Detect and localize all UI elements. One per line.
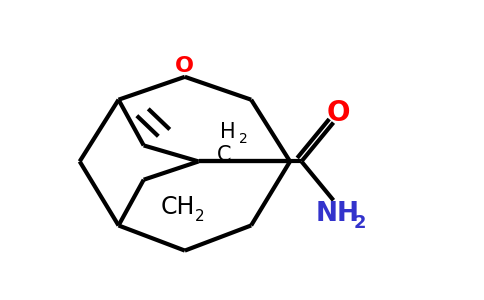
Text: NH: NH bbox=[316, 201, 360, 227]
Text: H: H bbox=[221, 122, 236, 142]
Text: CH: CH bbox=[161, 195, 195, 219]
Text: 2: 2 bbox=[239, 133, 248, 146]
Text: O: O bbox=[326, 99, 350, 128]
Text: C: C bbox=[216, 145, 231, 165]
Text: O: O bbox=[175, 56, 195, 76]
Text: 2: 2 bbox=[353, 214, 366, 232]
Text: 2: 2 bbox=[195, 209, 205, 224]
